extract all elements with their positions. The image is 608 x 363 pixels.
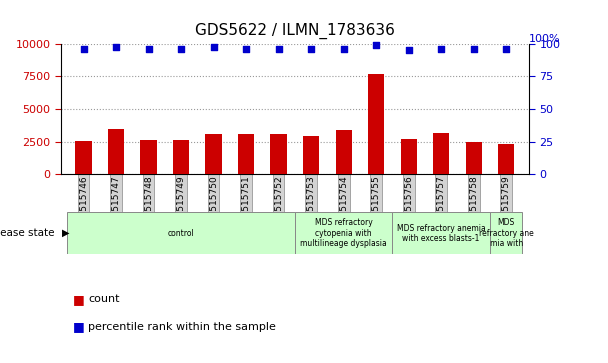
Bar [173, 140, 189, 174]
Point [437, 46, 446, 52]
FancyBboxPatch shape [67, 212, 295, 254]
Bar [368, 74, 384, 174]
Bar [206, 134, 222, 174]
Text: ■: ■ [73, 320, 85, 333]
Text: 100%: 100% [529, 33, 561, 44]
Text: ▶: ▶ [62, 228, 69, 238]
Point [176, 46, 186, 52]
Bar [238, 134, 254, 174]
Point [306, 46, 316, 52]
Text: MDS refractory
cytopenia with
multilineage dysplasia: MDS refractory cytopenia with multilinea… [300, 218, 387, 248]
Text: count: count [88, 294, 120, 305]
Bar [498, 143, 514, 174]
Bar [466, 142, 482, 174]
Point [143, 46, 153, 52]
FancyBboxPatch shape [490, 212, 522, 254]
Point [469, 46, 478, 52]
Point [274, 46, 283, 52]
Point [339, 46, 348, 52]
Bar [75, 141, 92, 174]
Point [371, 42, 381, 48]
Text: control: control [168, 229, 195, 238]
Bar [271, 134, 287, 174]
Text: percentile rank within the sample: percentile rank within the sample [88, 322, 276, 332]
Point [502, 46, 511, 52]
Point [404, 47, 413, 53]
Text: MDS refractory anemia
with excess blasts-1: MDS refractory anemia with excess blasts… [397, 224, 486, 243]
Bar [303, 136, 319, 174]
Text: disease state: disease state [0, 228, 55, 238]
Point [111, 45, 121, 50]
Point [78, 46, 88, 52]
Text: ■: ■ [73, 293, 85, 306]
Point [209, 45, 218, 50]
FancyBboxPatch shape [392, 212, 490, 254]
Bar [140, 140, 157, 174]
Bar [336, 130, 352, 174]
Bar [108, 129, 124, 174]
Point [241, 46, 251, 52]
Bar [433, 133, 449, 174]
Bar [401, 139, 417, 174]
Text: MDS
refractory ane
mia with: MDS refractory ane mia with [479, 218, 534, 248]
Title: GDS5622 / ILMN_1783636: GDS5622 / ILMN_1783636 [195, 23, 395, 40]
FancyBboxPatch shape [295, 212, 392, 254]
